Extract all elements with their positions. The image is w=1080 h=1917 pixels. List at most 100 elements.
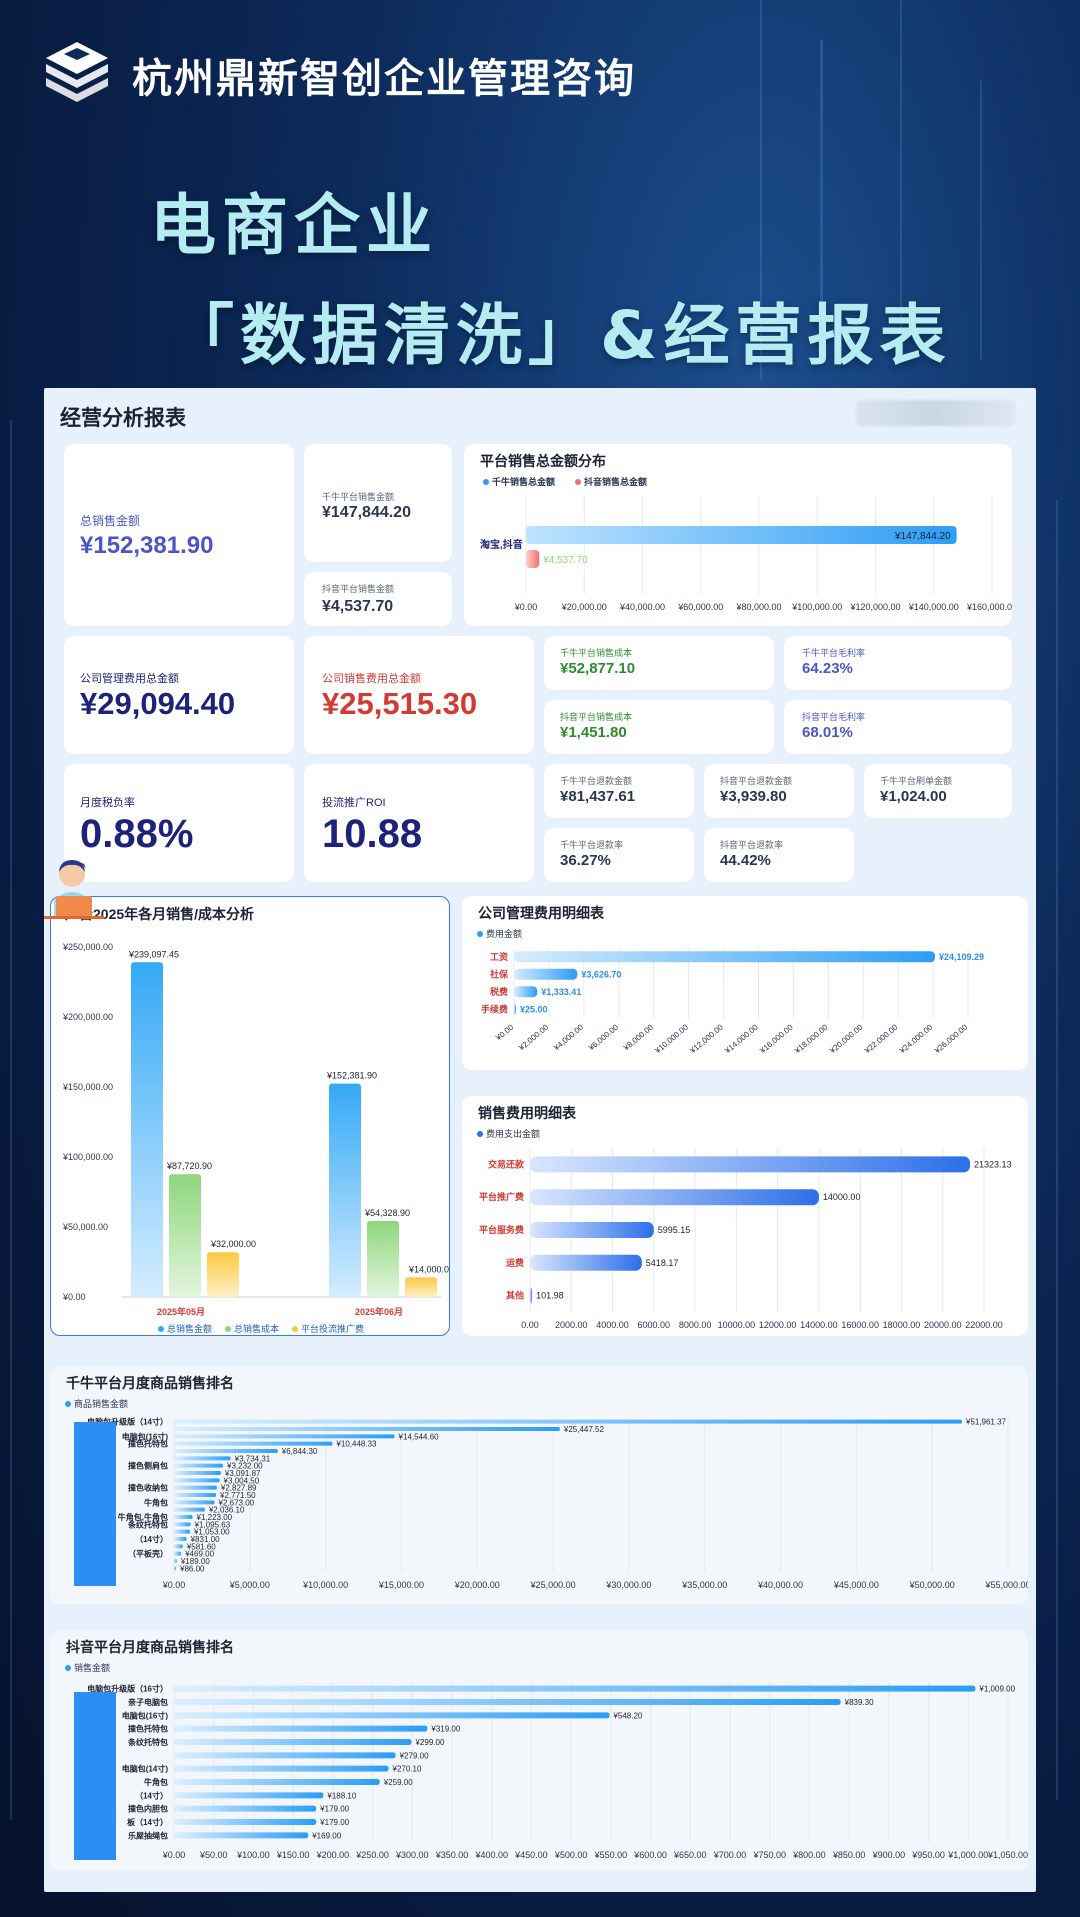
bar-value-label: ¥147,844.20 xyxy=(894,531,951,542)
x-tick-label: ¥550.00 xyxy=(594,1850,628,1860)
legend-marker xyxy=(575,479,581,485)
kpi-roi: 投流推广ROI 10.88 xyxy=(304,764,534,882)
mgmt-chart-card: 公司管理费用明细表 费用金额 ¥0.00 ¥2,000.00 ¥4,000.00 ¥6,0… xyxy=(462,896,1028,1070)
x-tick-label: ¥100,000.00 xyxy=(791,602,842,612)
bar xyxy=(174,1419,962,1424)
x-tick-label: ¥0.00 xyxy=(162,1580,186,1590)
bar-value-label: ¥279.00 xyxy=(399,1751,429,1760)
bar xyxy=(514,986,538,998)
bar-value-label: ¥6,844.30 xyxy=(281,1447,318,1456)
category-label: 牛角包 xyxy=(144,1497,168,1507)
bar xyxy=(514,951,935,963)
panel-title: 经营分析报表 xyxy=(60,407,186,430)
bar xyxy=(174,1544,183,1549)
legend-label: 销售金额 xyxy=(74,1662,110,1673)
kpi-sales-expense-total: 公司销售费用总金额 ¥25,515.30 xyxy=(304,636,534,754)
monthly-sales-chart: 广告2025年各月销售/成本分析 ¥0.00 ¥50,000.00 ¥100,000.… xyxy=(62,906,454,1334)
category-label: 税费 xyxy=(490,986,508,997)
chart-title: 千牛平台月度商品销售排名 xyxy=(66,1375,234,1391)
kpi-dy-cost: 抖音平台销售成本 ¥1,451.80 xyxy=(544,700,774,754)
kpi-value: 0.88% xyxy=(80,812,194,856)
x-tick-label: ¥5,000.00 xyxy=(229,1580,270,1590)
bar-value-label: ¥1,009.00 xyxy=(978,1685,1015,1694)
bg-line xyxy=(820,40,823,340)
x-tick-label: ¥60,000.00 xyxy=(677,602,723,612)
kpi-label: 公司管理费用总金额 xyxy=(80,673,179,685)
kpi-value: 10.88 xyxy=(322,812,423,856)
bar xyxy=(174,1805,317,1812)
bar xyxy=(526,526,957,544)
bar-value-label: ¥1,223.00 xyxy=(196,1513,233,1522)
redaction-block xyxy=(74,1692,116,1860)
bar-value-label: ¥3,004.50 xyxy=(223,1476,260,1485)
bar-value-label: ¥469.00 xyxy=(184,1550,214,1559)
x-tick-label: ¥250.00 xyxy=(355,1850,389,1860)
category-label: 平台推广费 xyxy=(479,1191,524,1202)
x-tick-label: ¥0.00 xyxy=(493,1022,515,1043)
bar xyxy=(174,1725,428,1732)
x-tick-label: ¥26,000.00 xyxy=(932,1022,970,1056)
kpi-qianniu-sales: 千牛平台销售金额 ¥147,844.20 xyxy=(304,444,452,562)
x-tick-label: 4000.00 xyxy=(596,1320,629,1330)
x-tick-label: ¥120,000.00 xyxy=(849,602,900,612)
x-tick-label: ¥40,000.00 xyxy=(619,602,665,612)
x-tick-label: 2025年06月 xyxy=(355,1306,403,1317)
bar xyxy=(174,1478,220,1483)
kpi-label: 抖音平台销售成本 xyxy=(560,712,633,722)
bar-value-label: ¥54,328.90 xyxy=(364,1208,410,1218)
x-tick-label: 8000.00 xyxy=(679,1320,712,1330)
kpi-dy-refund-rate: 抖音平台退款率 44.42% xyxy=(704,828,854,882)
bar-value-label: ¥169.00 xyxy=(311,1831,341,1840)
kpi-qn-cost: 千牛平台销售成本 ¥52,877.10 xyxy=(544,636,774,690)
y-tick-label: ¥100,000.00 xyxy=(62,1152,113,1162)
x-tick-label: ¥20,000.00 xyxy=(561,602,607,612)
bar xyxy=(514,968,578,980)
x-tick-label: ¥25,000.00 xyxy=(530,1580,576,1590)
x-tick-label: ¥20,000.00 xyxy=(454,1580,500,1590)
kpi-mgmt-total: 公司管理费用总金额 ¥29,094.40 xyxy=(64,636,294,754)
x-tick-label: ¥18,000.00 xyxy=(792,1022,830,1056)
headline-line2: 「数据清洗」&经营报表 xyxy=(168,297,952,374)
kpi-label: 公司销售费用总金额 xyxy=(322,673,421,685)
kpi-value: ¥1,024.00 xyxy=(880,788,947,805)
x-tick-label: ¥300.00 xyxy=(395,1850,429,1860)
x-tick-label: ¥12,000.00 xyxy=(688,1022,726,1056)
x-tick-label: ¥80,000.00 xyxy=(735,602,781,612)
chart-title: 抖音平台月度商品销售排名 xyxy=(66,1639,234,1655)
bar xyxy=(367,1220,399,1297)
x-tick-label: ¥55,000.00 xyxy=(984,1580,1028,1590)
category-label: 亲子电脑包 xyxy=(128,1697,168,1707)
bar-value-label: ¥179.00 xyxy=(319,1818,349,1827)
category-label: 电脑包(16寸) xyxy=(122,1431,169,1441)
bar-value-label: ¥3,091.87 xyxy=(224,1469,261,1478)
category-label: 撞色托特包 xyxy=(128,1724,168,1734)
bar xyxy=(530,1287,533,1304)
category-label: 交易还款 xyxy=(488,1158,525,1169)
bar-value-label: ¥239,097.45 xyxy=(128,949,179,959)
bar xyxy=(526,550,540,568)
x-tick-label: ¥8,000.00 xyxy=(621,1022,655,1053)
x-tick-label: ¥22,000.00 xyxy=(862,1022,900,1056)
bar-value-label: ¥87,720.90 xyxy=(166,1161,212,1171)
x-tick-label: ¥50.00 xyxy=(199,1850,228,1860)
kpi-label: 抖音平台毛利率 xyxy=(802,712,866,722)
bar-value-label: ¥299.00 xyxy=(414,1738,444,1747)
x-tick-label: 10000.00 xyxy=(718,1320,756,1330)
y-tick-label: ¥150,000.00 xyxy=(62,1082,113,1092)
x-tick-label: ¥35,000.00 xyxy=(681,1580,727,1590)
kpi-label: 千牛平台退款金额 xyxy=(560,776,633,786)
x-tick-label: ¥700.00 xyxy=(713,1850,747,1860)
bar xyxy=(530,1189,819,1206)
kpi-value: ¥3,939.80 xyxy=(720,788,787,805)
kpi-value: 44.42% xyxy=(720,852,771,869)
legend-marker xyxy=(158,1326,164,1332)
legend-marker xyxy=(65,1401,71,1407)
x-tick-label: ¥14,000.00 xyxy=(723,1022,761,1056)
kpi-douyin-sales: 抖音平台销售金额 ¥4,537.70 xyxy=(304,572,452,626)
chart-title: 平台销售总金额分布 xyxy=(480,453,606,469)
bar xyxy=(329,1083,361,1297)
bar-value-label: ¥1,095.63 xyxy=(194,1520,231,1529)
category-label: 条纹托特包 xyxy=(127,1737,168,1747)
x-tick-label: ¥1,000.00 xyxy=(947,1850,988,1860)
